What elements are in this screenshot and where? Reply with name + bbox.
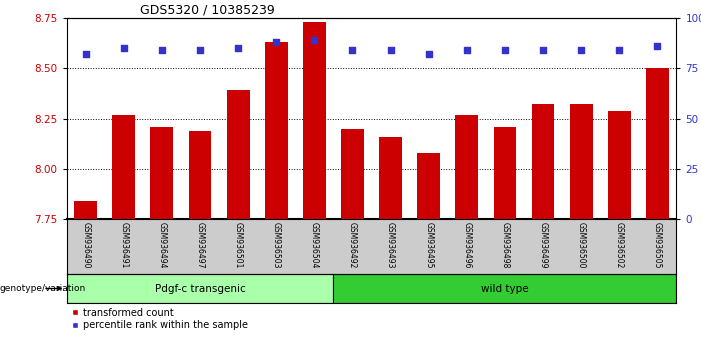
Text: GSM936492: GSM936492 bbox=[348, 222, 357, 269]
Text: wild type: wild type bbox=[481, 284, 529, 293]
Text: GSM936505: GSM936505 bbox=[653, 222, 662, 269]
Bar bbox=[646, 68, 669, 219]
Point bbox=[576, 47, 587, 53]
Bar bbox=[112, 115, 135, 219]
Bar bbox=[341, 129, 364, 219]
Text: GSM936494: GSM936494 bbox=[158, 222, 166, 269]
Bar bbox=[74, 201, 97, 219]
Bar bbox=[226, 90, 250, 219]
Bar bbox=[379, 137, 402, 219]
Bar bbox=[531, 104, 554, 219]
Point bbox=[80, 51, 91, 57]
Text: GSM936499: GSM936499 bbox=[538, 222, 547, 269]
Bar bbox=[303, 22, 326, 219]
Point bbox=[461, 47, 472, 53]
Point bbox=[233, 45, 244, 51]
Legend: transformed count, percentile rank within the sample: transformed count, percentile rank withi… bbox=[72, 308, 248, 330]
Point bbox=[156, 47, 168, 53]
Point bbox=[499, 47, 510, 53]
Text: GSM936501: GSM936501 bbox=[233, 222, 243, 269]
Text: GSM936490: GSM936490 bbox=[81, 222, 90, 269]
Text: GSM936495: GSM936495 bbox=[424, 222, 433, 269]
Bar bbox=[67, 274, 334, 303]
Text: GSM936493: GSM936493 bbox=[386, 222, 395, 269]
Text: GDS5320 / 10385239: GDS5320 / 10385239 bbox=[139, 4, 275, 17]
Point bbox=[385, 47, 396, 53]
Bar bbox=[265, 42, 287, 219]
Bar bbox=[608, 110, 631, 219]
Point bbox=[652, 43, 663, 49]
Point bbox=[347, 47, 358, 53]
Text: GSM936500: GSM936500 bbox=[577, 222, 585, 269]
Point bbox=[423, 51, 435, 57]
Text: GSM936498: GSM936498 bbox=[501, 222, 510, 269]
Bar bbox=[570, 104, 592, 219]
Point bbox=[538, 47, 549, 53]
Bar bbox=[334, 274, 676, 303]
Text: GSM936497: GSM936497 bbox=[196, 222, 205, 269]
Bar bbox=[189, 131, 212, 219]
Point bbox=[271, 39, 282, 45]
Text: GSM936502: GSM936502 bbox=[615, 222, 624, 269]
Point bbox=[613, 47, 625, 53]
Text: GSM936491: GSM936491 bbox=[119, 222, 128, 269]
Point bbox=[308, 37, 320, 43]
Text: genotype/variation: genotype/variation bbox=[0, 284, 86, 293]
Text: GSM936496: GSM936496 bbox=[463, 222, 471, 269]
Text: GSM936504: GSM936504 bbox=[310, 222, 319, 269]
Bar bbox=[417, 153, 440, 219]
Text: GSM936503: GSM936503 bbox=[272, 222, 280, 269]
Point bbox=[194, 47, 205, 53]
Point bbox=[118, 45, 130, 51]
Bar bbox=[151, 127, 173, 219]
Text: Pdgf-c transgenic: Pdgf-c transgenic bbox=[155, 284, 245, 293]
Bar bbox=[494, 127, 517, 219]
Bar bbox=[456, 115, 478, 219]
